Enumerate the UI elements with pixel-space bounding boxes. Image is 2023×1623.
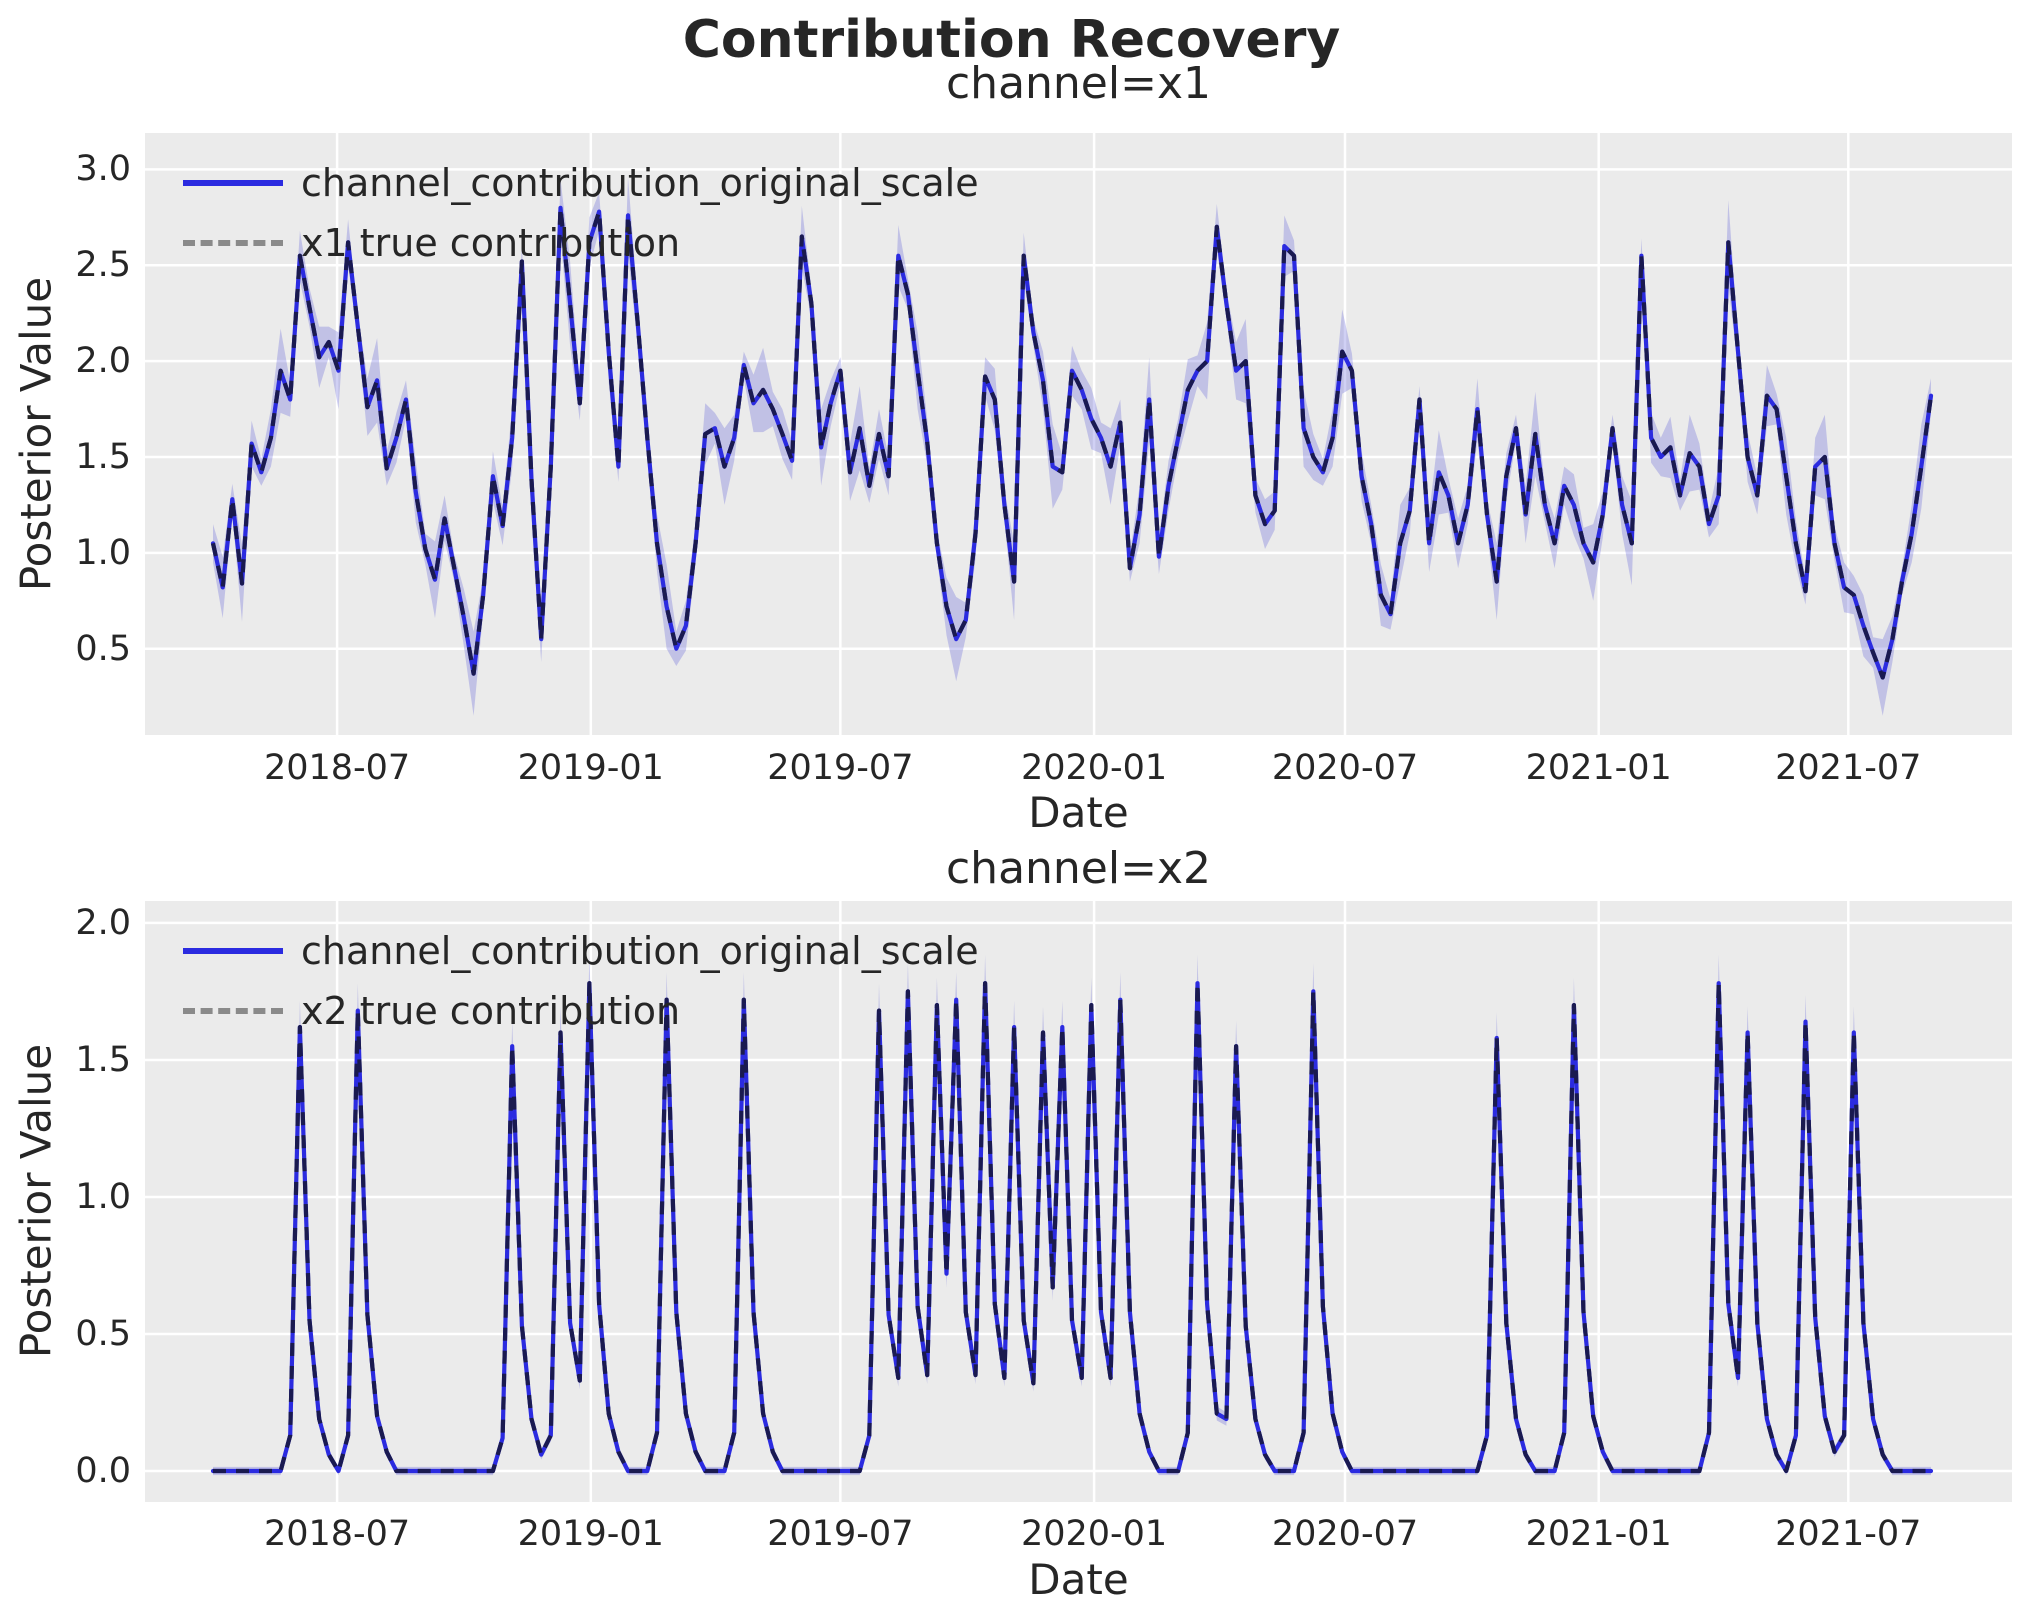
x-tick-label: 2019-07 (767, 1514, 914, 1554)
y-tick-label: 1.5 (75, 437, 131, 477)
subplot-x2-xaxis-label: Date (1028, 1555, 1129, 1604)
dashed-line-sample-icon (183, 1008, 283, 1014)
x-tick-label: 2021-07 (1775, 748, 1922, 788)
subplot-x2-legend: channel_contribution_original_scale x2 t… (183, 925, 979, 1037)
legend-item-true: x2 true contribution (183, 985, 979, 1037)
legend-item-posterior: channel_contribution_original_scale (183, 925, 979, 977)
legend-label-true: x1 true contribution (301, 221, 681, 265)
x-tick-label: 2019-01 (517, 1514, 664, 1554)
true-contribution-line (210, 205, 1934, 680)
y-tick-label: 0.0 (75, 1451, 131, 1492)
y-tick-label: 3.0 (75, 149, 131, 190)
legend-label-true: x2 true contribution (301, 989, 681, 1033)
x-tick-label: 2020-07 (1271, 1514, 1419, 1554)
x-tick-label: 2020-07 (1271, 748, 1419, 788)
x-tick-label: 2020-01 (1020, 748, 1168, 788)
solid-line-sample-icon (183, 180, 283, 186)
subplot-x1-legend: channel_contribution_original_scale x1 t… (183, 157, 979, 269)
subplot-x1-canvas (145, 133, 2012, 735)
subplot-x2-plot-area: channel_contribution_original_scale x2 t… (145, 901, 2012, 1502)
dashed-line-sample-icon (183, 240, 283, 246)
legend-item-posterior: channel_contribution_original_scale (183, 157, 979, 209)
y-tick-label: 0.5 (75, 628, 131, 669)
legend-label-posterior: channel_contribution_original_scale (301, 929, 979, 973)
solid-line-sample-icon (183, 948, 283, 954)
y-tick-label: 1.0 (75, 1176, 131, 1217)
subplot-x2-title: channel=x2 (945, 843, 1211, 894)
figure-title: Contribution Recovery (682, 10, 1341, 70)
x-tick-label: 2021-01 (1525, 1514, 1672, 1554)
y-tick-label: 1.5 (75, 1039, 131, 1080)
x-tick-label: 2018-07 (263, 748, 411, 788)
x-tick-label: 2019-07 (767, 748, 914, 788)
subplot-x1-title: channel=x1 (945, 58, 1211, 109)
x-tick-label: 2018-07 (263, 1514, 411, 1554)
true-contribution-line (213, 981, 1931, 1474)
x-tick-label: 2019-01 (517, 748, 664, 788)
y-tick-label: 2.0 (75, 341, 131, 382)
subplot-x1-plot-area: channel_contribution_original_scale x1 t… (145, 133, 2012, 735)
subplot-x2-canvas (145, 901, 2012, 1502)
x-tick-label: 2021-01 (1525, 748, 1672, 788)
x-tick-label: 2021-07 (1775, 1514, 1922, 1554)
y-tick-label: 0.5 (75, 1314, 131, 1354)
y-tick-label: 2.0 (75, 902, 131, 943)
posterior-mean-line (210, 981, 1934, 1474)
y-tick-label: 1.0 (75, 532, 131, 573)
legend-item-true: x1 true contribution (183, 217, 979, 269)
y-tick-label: 2.5 (75, 245, 131, 286)
subplot-x1-xaxis-label: Date (1028, 788, 1129, 837)
legend-label-posterior: channel_contribution_original_scale (301, 161, 979, 205)
x-tick-label: 2020-01 (1020, 1514, 1168, 1554)
